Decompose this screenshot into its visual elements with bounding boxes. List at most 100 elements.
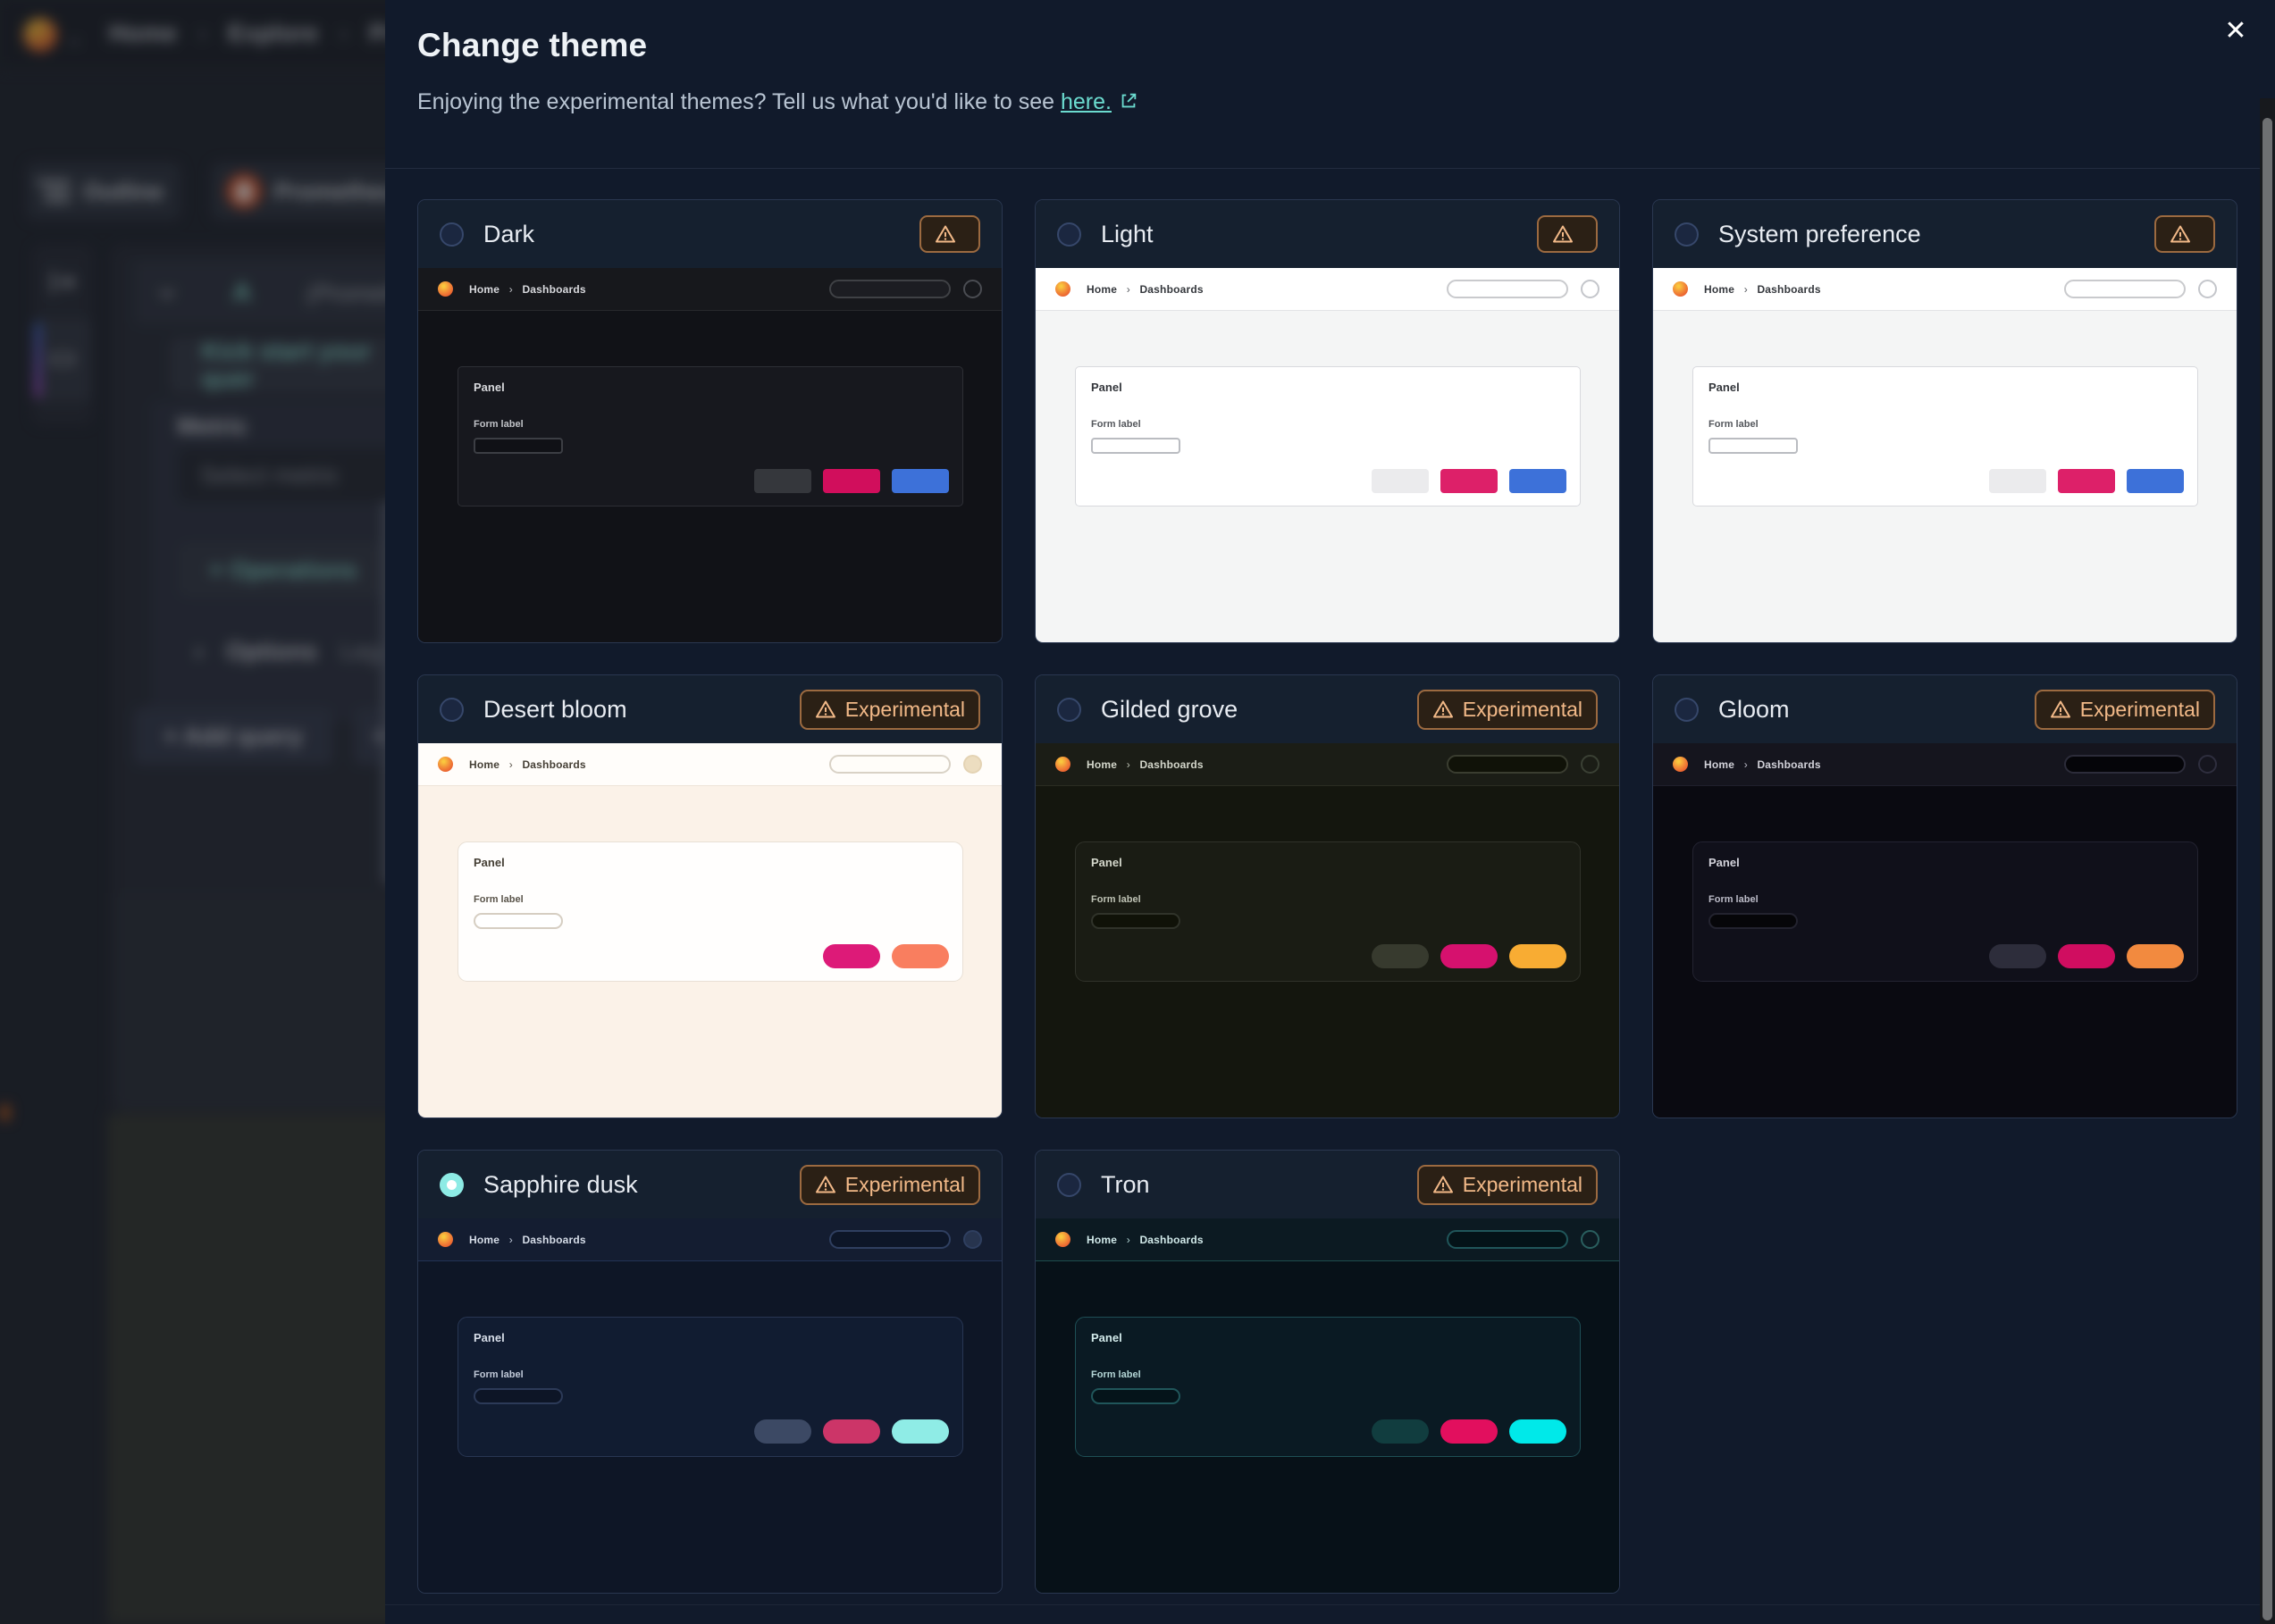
code-icon[interactable] <box>33 328 92 390</box>
collapse-chevron-icon[interactable] <box>155 281 179 305</box>
close-button[interactable]: ✕ <box>2224 15 2247 46</box>
form-label: Form label <box>1708 419 1759 430</box>
preview-search-pill <box>829 1230 951 1249</box>
preview-button-row <box>823 944 949 968</box>
scrollbar-thumb[interactable] <box>2262 118 2272 1620</box>
drawer-title: Change theme <box>417 27 648 63</box>
form-label: Form label <box>1091 1369 1141 1380</box>
theme-card[interactable]: Tron Experimental Home › Dashboards <box>1035 1150 1620 1594</box>
outline-button[interactable]: Outline <box>27 163 180 220</box>
warning-icon <box>1432 1176 1453 1193</box>
theme-card[interactable]: Desert bloom Experimental Home › Dashboa… <box>417 674 1003 1118</box>
preview-breadcrumb-home: Home <box>1704 758 1735 771</box>
theme-name: Dark <box>483 220 535 247</box>
kickstart-query-button[interactable]: Kick start your quer <box>170 338 407 393</box>
theme-radio[interactable] <box>1675 697 1699 722</box>
theme-preview: Home › Dashboards Panel Form label <box>1653 268 2237 642</box>
select-metric-placeholder: Select metric <box>200 461 340 489</box>
preview-avatar <box>1581 755 1599 774</box>
experimental-label: Experimental <box>844 697 965 721</box>
theme-radio[interactable] <box>1675 222 1699 247</box>
add-query-button[interactable]: + Add query <box>134 707 332 765</box>
preview-breadcrumb: Home › Dashboards <box>1704 283 1821 296</box>
theme-preview: Home › Dashboards Panel Form label <box>418 268 1002 642</box>
experimental-badge: Experimental <box>799 1164 980 1205</box>
preview-button-row <box>1989 469 2184 493</box>
preview-button-row <box>754 469 949 493</box>
theme-radio[interactable] <box>1057 1172 1081 1197</box>
preview-topbar: Home › Dashboards <box>418 268 1002 311</box>
theme-card[interactable]: System preference Home › Dashboards <box>1652 199 2237 643</box>
preview-button-row <box>754 1419 949 1444</box>
theme-grid: Dark Home › Dashboards <box>417 199 2237 1594</box>
grafana-logo-icon <box>1055 281 1070 297</box>
theme-radio[interactable] <box>440 1172 464 1197</box>
experimental-label: Experimental <box>1462 1172 1582 1196</box>
experimental-badge: Experimental <box>799 689 980 730</box>
preview-breadcrumb-home: Home <box>469 758 500 771</box>
preview-avatar <box>963 755 982 774</box>
select-metric-input[interactable]: Select metric <box>179 448 407 502</box>
theme-name: Tron <box>1101 1170 1150 1198</box>
preview-avatar <box>1581 1230 1599 1249</box>
preview-search-pill <box>829 755 951 774</box>
breadcrumb-chevron: › <box>1743 282 1748 296</box>
theme-card[interactable]: Gilded grove Experimental Home › Dashboa… <box>1035 674 1620 1118</box>
preview-search-pill <box>1447 1230 1568 1249</box>
feedback-link[interactable]: here. <box>1061 89 1112 114</box>
breadcrumb-home[interactable]: Home <box>109 20 178 46</box>
preview-breadcrumb-dashboards: Dashboards <box>1757 758 1821 771</box>
warning-icon <box>2170 225 2190 243</box>
breadcrumb-explore[interactable]: Explore <box>228 20 319 46</box>
theme-card[interactable]: Light Home › Dashboards <box>1035 199 1620 643</box>
theme-card-header: System preference <box>1653 200 2237 268</box>
theme-preview: Home › Dashboards Panel Form label <box>418 743 1002 1118</box>
breadcrumb-chevron: › <box>1126 758 1130 771</box>
operations-button[interactable]: + Operations <box>179 543 407 597</box>
preview-button <box>823 469 880 493</box>
options-row[interactable]: › Options Lege <box>175 625 407 677</box>
preview-button <box>892 1419 949 1444</box>
theme-name: Light <box>1101 220 1154 247</box>
preview-avatar <box>2198 755 2217 774</box>
preview-body: Panel Form label <box>418 786 1002 1118</box>
preview-topbar: Home › Dashboards <box>1036 1218 1619 1261</box>
prometheus-icon <box>226 173 262 209</box>
theme-preview: Home › Dashboards Panel Form label <box>1036 268 1619 642</box>
outline-label: Outline <box>83 177 164 205</box>
preview-topbar: Home › Dashboards <box>1036 743 1619 786</box>
theme-card[interactable]: Gloom Experimental Home › Dashboards <box>1652 674 2237 1118</box>
breadcrumb-chevron: › <box>508 282 513 296</box>
panel-title: Panel <box>474 1331 505 1344</box>
theme-radio[interactable] <box>440 222 464 247</box>
theme-radio[interactable] <box>440 697 464 722</box>
preview-button <box>1372 1419 1429 1444</box>
preview-button <box>1989 944 2046 968</box>
breadcrumb-chevron: › <box>508 758 513 771</box>
experimental-badge: Experimental <box>2034 689 2215 730</box>
preview-body: Panel Form label <box>418 1261 1002 1593</box>
experimental-badge <box>2154 215 2215 253</box>
grafana-logo-icon[interactable] <box>23 18 57 52</box>
kickstart-label: Kick start your quer <box>202 338 372 392</box>
experimental-badge: Experimental <box>1416 689 1598 730</box>
preview-breadcrumb-dashboards: Dashboards <box>1139 282 1204 296</box>
theme-card-header: Desert bloom Experimental <box>418 675 1002 743</box>
chevron-down-icon[interactable]: ⌄ <box>66 27 83 49</box>
grafana-logo-icon <box>438 281 453 297</box>
preview-breadcrumb: Home › Dashboards <box>1704 758 1821 771</box>
breadcrumb-chevron: › <box>508 1233 513 1246</box>
preview-breadcrumb-dashboards: Dashboards <box>522 758 586 771</box>
preview-search-pill <box>1447 280 1568 298</box>
preview-breadcrumb-home: Home <box>1087 1233 1118 1246</box>
datasource-picker[interactable]: Prometheu <box>212 163 407 220</box>
indent-arrow-icon[interactable] <box>33 251 92 314</box>
theme-radio[interactable] <box>1057 697 1081 722</box>
breadcrumb-separator: › <box>198 20 207 46</box>
theme-card[interactable]: Sapphire dusk Experimental Home › Dashbo… <box>417 1150 1003 1594</box>
theme-radio[interactable] <box>1057 222 1081 247</box>
theme-card[interactable]: Dark Home › Dashboards <box>417 199 1003 643</box>
preview-breadcrumb: Home › Dashboards <box>469 758 586 771</box>
preview-panel: Panel Form label <box>1075 841 1581 982</box>
scrollbar-track[interactable] <box>2260 98 2275 1624</box>
